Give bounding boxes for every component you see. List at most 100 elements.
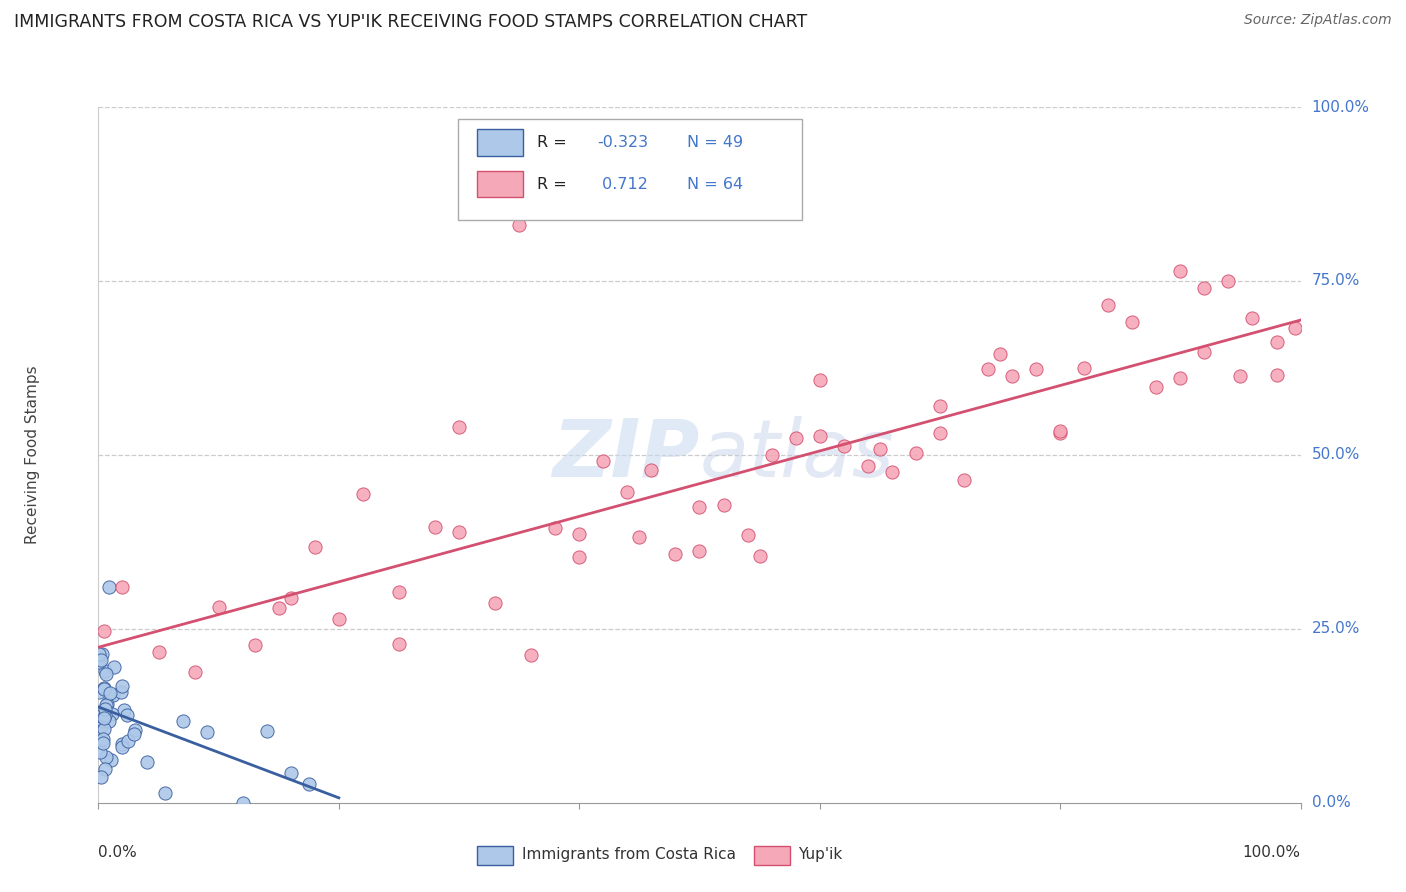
Point — [94, 708, 117, 723]
Point — [832, 439, 855, 453]
Point — [352, 487, 374, 501]
Point — [761, 449, 783, 463]
Point — [688, 543, 710, 558]
Point — [111, 580, 134, 594]
Point — [93, 711, 115, 725]
Point — [183, 665, 205, 679]
Point — [616, 485, 638, 500]
Point — [135, 755, 157, 769]
FancyBboxPatch shape — [477, 129, 523, 156]
Point — [856, 459, 879, 474]
Text: Receiving Food Stamps: Receiving Food Stamps — [25, 366, 39, 544]
Point — [90, 719, 112, 733]
Point — [628, 530, 651, 544]
Point — [880, 465, 903, 479]
Point — [447, 524, 470, 539]
Point — [100, 686, 122, 700]
Text: 100.0%: 100.0% — [1312, 100, 1369, 114]
Point — [664, 547, 686, 561]
Text: atlas: atlas — [699, 416, 894, 494]
Point — [928, 425, 950, 440]
Point — [640, 463, 662, 477]
Point — [953, 473, 976, 487]
Point — [148, 645, 170, 659]
Point — [508, 219, 530, 233]
Text: ZIP: ZIP — [553, 416, 699, 494]
Point — [447, 420, 470, 434]
Point — [1097, 298, 1119, 312]
FancyBboxPatch shape — [477, 171, 523, 197]
Point — [117, 734, 139, 748]
Point — [928, 399, 950, 413]
Point — [869, 442, 891, 456]
Text: Immigrants from Costa Rica: Immigrants from Costa Rica — [522, 847, 735, 863]
Point — [977, 362, 1000, 376]
Point — [208, 599, 231, 614]
FancyBboxPatch shape — [458, 119, 801, 220]
Point — [280, 766, 302, 780]
Point — [93, 624, 115, 639]
Text: 0.712: 0.712 — [598, 177, 648, 192]
Point — [256, 723, 278, 738]
Point — [1265, 334, 1288, 349]
Point — [93, 681, 115, 696]
Point — [98, 580, 121, 594]
Point — [90, 770, 112, 784]
FancyBboxPatch shape — [754, 846, 790, 865]
Point — [267, 601, 290, 615]
Point — [93, 702, 115, 716]
Point — [94, 749, 117, 764]
Text: -0.323: -0.323 — [598, 135, 648, 150]
Point — [713, 499, 735, 513]
Point — [748, 549, 770, 564]
Text: IMMIGRANTS FROM COSTA RICA VS YUP'IK RECEIVING FOOD STAMPS CORRELATION CHART: IMMIGRANTS FROM COSTA RICA VS YUP'IK REC… — [14, 13, 807, 31]
Point — [280, 591, 302, 606]
Text: 75.0%: 75.0% — [1312, 274, 1360, 288]
Point — [304, 540, 326, 554]
Point — [124, 727, 146, 741]
Point — [808, 373, 831, 387]
Point — [484, 596, 506, 610]
Point — [568, 527, 591, 541]
FancyBboxPatch shape — [477, 846, 513, 865]
Point — [1229, 368, 1251, 383]
Point — [1265, 368, 1288, 382]
Text: 100.0%: 100.0% — [1243, 845, 1301, 860]
Point — [1284, 321, 1306, 335]
Text: 0.0%: 0.0% — [1312, 796, 1350, 810]
Point — [89, 733, 111, 747]
Point — [91, 736, 114, 750]
Point — [1025, 361, 1047, 376]
Point — [1170, 371, 1192, 385]
Point — [1049, 426, 1071, 441]
Point — [89, 685, 111, 699]
Point — [90, 653, 112, 667]
Point — [93, 722, 115, 736]
Text: 50.0%: 50.0% — [1312, 448, 1360, 462]
Point — [1194, 345, 1216, 359]
Text: 0.0%: 0.0% — [98, 845, 138, 860]
Point — [94, 762, 117, 776]
Text: N = 64: N = 64 — [688, 177, 744, 192]
Point — [110, 685, 132, 699]
Point — [111, 679, 134, 693]
Point — [298, 776, 321, 790]
Point — [195, 724, 218, 739]
Point — [243, 638, 266, 652]
Point — [103, 660, 125, 674]
Point — [100, 753, 122, 767]
Point — [904, 446, 927, 460]
Point — [688, 500, 710, 514]
Point — [1194, 281, 1216, 295]
Text: Source: ZipAtlas.com: Source: ZipAtlas.com — [1244, 13, 1392, 28]
Point — [87, 647, 110, 661]
Point — [592, 454, 614, 468]
Text: Yup'ik: Yup'ik — [799, 847, 842, 863]
Point — [87, 655, 110, 669]
Point — [785, 432, 807, 446]
Point — [93, 681, 115, 696]
Point — [100, 706, 122, 721]
Point — [117, 708, 139, 723]
Point — [91, 714, 114, 729]
Point — [1001, 368, 1024, 383]
